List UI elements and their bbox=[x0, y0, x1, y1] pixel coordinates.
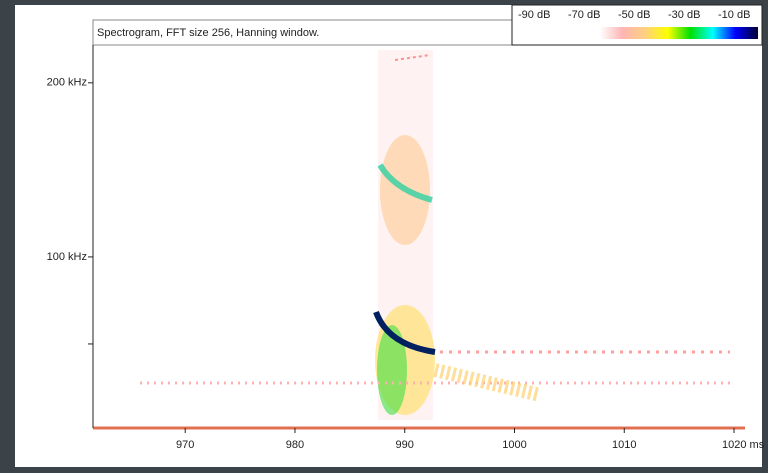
x-tick-label: 1020 ms bbox=[722, 439, 765, 451]
x-tick-label: 1000 bbox=[502, 439, 526, 451]
colorbar-label: -70 dB bbox=[568, 9, 600, 21]
x-tick-label: 970 bbox=[176, 439, 194, 451]
title-box bbox=[92, 19, 514, 46]
colorbar-label: -90 dB bbox=[518, 9, 550, 21]
x-tick-label: 1010 bbox=[612, 439, 636, 451]
colorbar-label: -50 dB bbox=[618, 9, 650, 21]
x-tick-label: 990 bbox=[396, 439, 414, 451]
colorbar bbox=[600, 27, 758, 39]
x-tick-label: 980 bbox=[286, 439, 304, 451]
chart-title: Spectrogram, FFT size 256, Hanning windo… bbox=[97, 27, 319, 39]
colorbar-label: -30 dB bbox=[668, 9, 700, 21]
y-tick-label: 200 kHz bbox=[47, 77, 87, 89]
colorbar-label: -10 dB bbox=[718, 9, 750, 21]
y-tick-label: 100 kHz bbox=[47, 251, 87, 263]
harmonic bbox=[377, 163, 433, 203]
call-contour bbox=[373, 310, 436, 355]
energy-blob bbox=[377, 325, 407, 415]
spectrogram-image bbox=[140, 50, 730, 420]
